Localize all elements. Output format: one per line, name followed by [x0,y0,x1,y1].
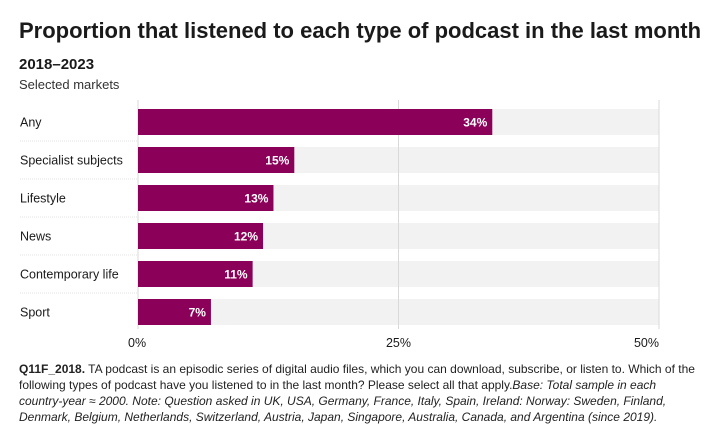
bar [138,261,253,287]
value-label: 12% [234,230,258,244]
bar [138,109,493,135]
category-label: Specialist subjects [20,154,123,168]
category-label: Any [20,116,42,130]
footnote: Q11F_2018. TA podcast is an episodic ser… [19,361,699,425]
category-label: Lifestyle [20,192,66,206]
value-labels: 34% 15% 13% 12% 11% 7% [189,116,488,320]
chart-subsubtitle: Selected markets [19,77,120,92]
category-labels: Any Specialist subjects Lifestyle News Conte… [20,116,138,320]
gridlines [137,100,660,329]
bar [138,185,274,211]
value-label: 7% [189,306,207,320]
value-label: 11% [224,268,248,282]
bar [138,147,295,173]
bar [138,299,211,325]
footnote-base: Base: Total sample in each country-year … [19,378,667,424]
chart-subtitle: 2018–2023 [19,56,95,73]
x-tick-label: 0% [128,336,146,350]
x-tick-label: 25% [386,336,411,350]
category-label: Contemporary life [20,268,119,282]
value-label: 15% [265,154,289,168]
value-label: 13% [244,192,268,206]
category-label: Sport [20,306,50,320]
x-tick-label: 50% [634,336,659,350]
x-axis-ticks: 0% 25% 50% [128,336,659,350]
footnote-question: TA podcast is an episodic series of digi… [19,362,695,392]
bars [138,109,493,325]
category-label: News [20,230,51,244]
bar-chart: Any Specialist subjects Lifestyle News Conte… [20,100,660,350]
bar [138,223,264,249]
value-label: 34% [463,116,487,130]
footnote-code: Q11F_2018. [19,362,86,376]
chart-title: Proportion that listened to each type of… [19,18,702,43]
